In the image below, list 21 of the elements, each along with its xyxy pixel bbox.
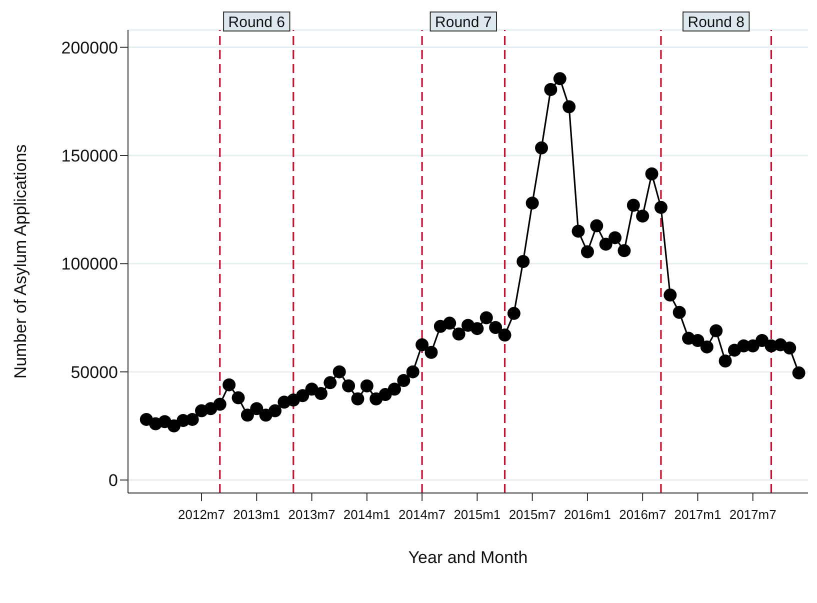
y-tick-label: 100000	[61, 254, 118, 274]
x-tick-label: 2013m7	[288, 507, 336, 522]
x-tick-label: 2015m1	[454, 507, 501, 522]
y-tick-label: 0	[108, 471, 118, 490]
x-tick-label: 2017m1	[674, 507, 722, 522]
y-tick-label: 50000	[70, 362, 118, 382]
x-tick-label: 2015m7	[508, 507, 556, 522]
x-tick-label: 2016m7	[619, 507, 666, 522]
x-axis-title: Year and Month	[408, 548, 528, 567]
annotation: Round 6	[228, 14, 286, 31]
x-tick-label: 2013m1	[233, 507, 280, 522]
x-tick-label: 2016m1	[564, 507, 611, 522]
annotation: Round 8	[688, 14, 744, 31]
x-tick-label: 2014m1	[343, 507, 390, 522]
y-tick-label: 150000	[61, 146, 118, 166]
y-axis-title: Number of Asylum Applications	[11, 144, 30, 379]
y-tick-label: 200000	[61, 38, 118, 58]
x-tick-label: 2012m7	[178, 507, 226, 522]
x-tick-label: 2014m7	[398, 507, 446, 522]
x-tick-label: 2017m7	[729, 507, 776, 522]
annotation: Round 7	[435, 14, 492, 31]
